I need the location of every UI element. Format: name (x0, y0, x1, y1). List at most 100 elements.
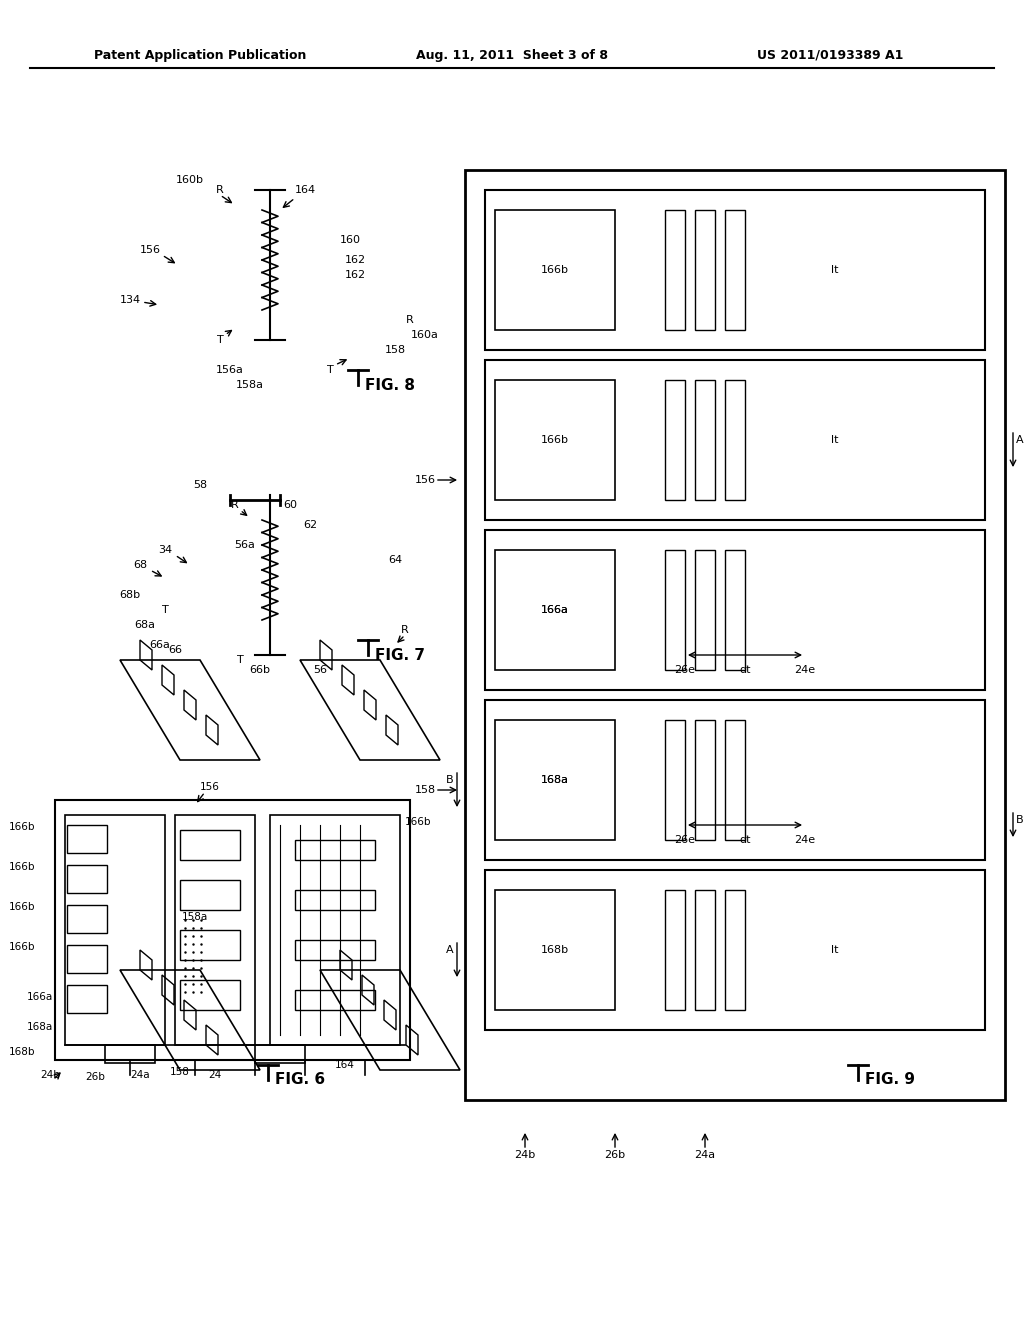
Text: 168b: 168b (8, 1047, 35, 1057)
Bar (65, 814, 165, 1045)
Bar (695, 550, 715, 671)
Text: 160a: 160a (411, 330, 439, 341)
Text: 24: 24 (208, 1071, 221, 1080)
Text: 158: 158 (170, 1067, 189, 1077)
Text: 166b: 166b (406, 817, 431, 828)
Text: 168a: 168a (541, 775, 569, 785)
Text: 166a: 166a (541, 605, 569, 615)
Text: Patent Application Publication: Patent Application Publication (94, 49, 306, 62)
Text: 24a: 24a (130, 1071, 150, 1080)
Text: 56a: 56a (234, 540, 255, 550)
Text: 24b: 24b (40, 1071, 60, 1080)
Text: 24e: 24e (795, 665, 815, 675)
Bar (725, 210, 745, 330)
Bar (180, 979, 240, 1010)
Text: 24a: 24a (694, 1150, 716, 1160)
Bar (495, 890, 615, 1010)
Text: 166b: 166b (8, 942, 35, 952)
Bar (725, 890, 745, 1010)
Bar (67, 865, 106, 894)
Text: 66: 66 (168, 645, 182, 655)
Text: B: B (1016, 814, 1024, 825)
Text: 166a: 166a (541, 605, 569, 615)
Text: T: T (237, 655, 244, 665)
Text: 24b: 24b (514, 1150, 536, 1160)
Text: FIG. 6: FIG. 6 (274, 1072, 325, 1088)
Bar (67, 985, 106, 1012)
Bar (495, 210, 615, 330)
Bar (67, 825, 106, 853)
Text: 168b: 168b (541, 945, 569, 954)
Bar (695, 380, 715, 500)
Text: lt: lt (831, 265, 839, 275)
Text: 156: 156 (415, 475, 435, 484)
Bar (180, 830, 240, 861)
Text: R: R (407, 315, 414, 325)
Text: 62: 62 (303, 520, 317, 531)
Text: T: T (162, 605, 168, 615)
Text: 166b: 166b (541, 436, 569, 445)
Bar (67, 945, 106, 973)
Text: R: R (231, 500, 239, 510)
Text: 66a: 66a (150, 640, 170, 649)
Bar (665, 890, 685, 1010)
Text: A: A (446, 945, 454, 954)
Text: 26b: 26b (85, 1072, 104, 1082)
Text: 168a: 168a (27, 1022, 53, 1032)
Text: 26e: 26e (675, 665, 695, 675)
Bar (725, 550, 745, 671)
Text: FIG. 7: FIG. 7 (375, 648, 425, 663)
Bar (495, 719, 615, 840)
Bar (495, 380, 615, 500)
Text: 34: 34 (158, 545, 172, 554)
Text: T: T (217, 335, 223, 345)
Text: B: B (446, 775, 454, 785)
Bar (485, 190, 985, 350)
Bar (665, 550, 685, 671)
Bar (485, 360, 985, 520)
Text: FIG. 9: FIG. 9 (865, 1072, 915, 1088)
Text: 60: 60 (283, 500, 297, 510)
Bar (485, 531, 985, 690)
Text: lt: lt (831, 436, 839, 445)
Text: 56: 56 (313, 665, 327, 675)
Text: 164: 164 (295, 185, 315, 195)
Text: 166b: 166b (541, 265, 569, 275)
Text: 66b: 66b (250, 665, 270, 675)
Bar (295, 890, 375, 909)
Bar (725, 719, 745, 840)
Text: 158: 158 (384, 345, 406, 355)
Text: 164: 164 (335, 1060, 355, 1071)
Bar (295, 840, 375, 861)
Bar (665, 380, 685, 500)
Text: 156: 156 (200, 781, 220, 792)
Text: FIG. 8: FIG. 8 (365, 378, 415, 392)
Text: 26e: 26e (675, 836, 695, 845)
Text: 160b: 160b (176, 176, 204, 185)
Bar (55, 800, 410, 1060)
Text: 68a: 68a (134, 620, 156, 630)
Text: 162: 162 (344, 255, 366, 265)
Bar (695, 890, 715, 1010)
Bar (67, 906, 106, 933)
Text: 134: 134 (120, 294, 140, 305)
Text: 26b: 26b (604, 1150, 626, 1160)
Text: Aug. 11, 2011  Sheet 3 of 8: Aug. 11, 2011 Sheet 3 of 8 (416, 49, 608, 62)
Bar (495, 550, 615, 671)
Bar (180, 880, 240, 909)
Text: R: R (216, 185, 224, 195)
Text: 158: 158 (415, 785, 435, 795)
Bar (665, 210, 685, 330)
Text: 68: 68 (133, 560, 147, 570)
Text: US 2011/0193389 A1: US 2011/0193389 A1 (757, 49, 903, 62)
Text: 166a: 166a (27, 993, 53, 1002)
Text: lt: lt (831, 945, 839, 954)
Text: 58: 58 (193, 480, 207, 490)
Text: 24e: 24e (795, 836, 815, 845)
Text: 158a: 158a (236, 380, 264, 389)
Text: A: A (1016, 436, 1024, 445)
Text: 166b: 166b (8, 902, 35, 912)
Bar (485, 870, 985, 1030)
Text: 162: 162 (344, 271, 366, 280)
Bar (105, 1045, 155, 1063)
